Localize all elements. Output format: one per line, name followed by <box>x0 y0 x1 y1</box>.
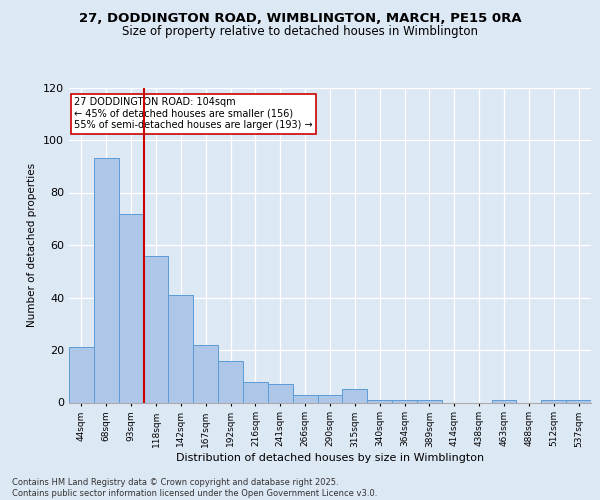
Bar <box>343 390 367 402</box>
Bar <box>491 400 517 402</box>
Text: Size of property relative to detached houses in Wimblington: Size of property relative to detached ho… <box>122 25 478 38</box>
Bar <box>293 394 317 402</box>
Bar <box>566 400 591 402</box>
Text: 27, DODDINGTON ROAD, WIMBLINGTON, MARCH, PE15 0RA: 27, DODDINGTON ROAD, WIMBLINGTON, MARCH,… <box>79 12 521 26</box>
Bar <box>243 382 268 402</box>
Text: 27 DODDINGTON ROAD: 104sqm
← 45% of detached houses are smaller (156)
55% of sem: 27 DODDINGTON ROAD: 104sqm ← 45% of deta… <box>74 97 313 130</box>
Bar <box>169 295 193 403</box>
X-axis label: Distribution of detached houses by size in Wimblington: Distribution of detached houses by size … <box>176 454 484 464</box>
Text: Contains HM Land Registry data © Crown copyright and database right 2025.
Contai: Contains HM Land Registry data © Crown c… <box>12 478 377 498</box>
Bar <box>541 400 566 402</box>
Bar <box>317 394 343 402</box>
Bar <box>69 348 94 403</box>
Bar <box>119 214 143 402</box>
Bar <box>143 256 169 402</box>
Bar <box>193 345 218 403</box>
Bar <box>268 384 293 402</box>
Bar <box>367 400 392 402</box>
Bar <box>218 360 243 403</box>
Bar <box>417 400 442 402</box>
Bar <box>392 400 417 402</box>
Bar <box>94 158 119 402</box>
Y-axis label: Number of detached properties: Number of detached properties <box>28 163 37 327</box>
